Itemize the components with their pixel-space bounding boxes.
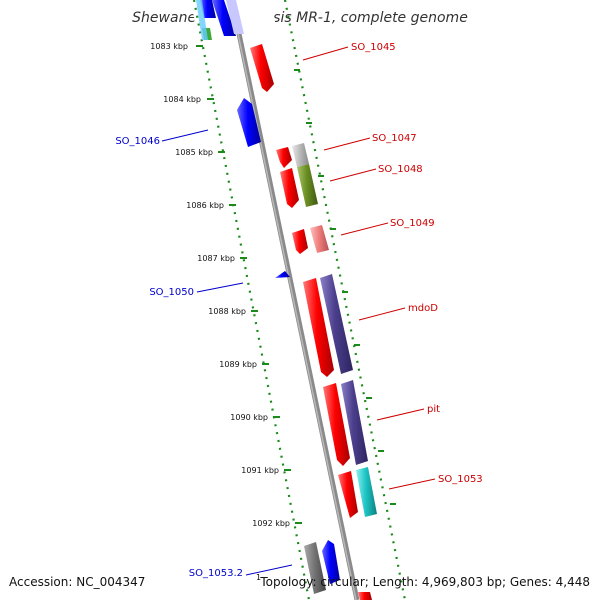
backbone-highlight (230, 0, 357, 600)
tick-marks (196, 45, 302, 524)
gene-pit[interactable] (323, 383, 350, 466)
gene-SO-1048[interactable] (280, 168, 299, 208)
leader-SO-1046 (161, 129, 209, 142)
tick-label: 1091 kbp (241, 466, 279, 475)
tick-label: 1089 kbp (219, 360, 257, 369)
tick-label: 1085 kbp (175, 148, 213, 157)
gene-SO-1053-2[interactable] (322, 540, 340, 584)
gene-label[interactable]: SO_1053 (438, 474, 483, 485)
gene-SO-1050[interactable] (275, 271, 290, 278)
map-title: Shewanella oneidensis MR-1, complete gen… (132, 10, 468, 26)
track-band (190, 0, 410, 600)
gene-SO-1046[interactable] (237, 98, 261, 147)
tick-labels: 1083 kbp 1084 kbp 1085 kbp 1086 kbp 1087… (150, 42, 290, 528)
accession-text: Accession: NC_004347 (9, 575, 146, 589)
leader-pit (376, 408, 425, 421)
feature-dark-1053-2 (304, 542, 326, 594)
gene-label[interactable]: SO_1046 (115, 136, 160, 147)
leader-mdoD (358, 307, 406, 321)
leader-SO-1047 (323, 137, 371, 151)
gene-label[interactable]: SO_1045 (351, 42, 396, 53)
leader-SO-1050 (196, 282, 244, 293)
leader-SO-1049 (340, 222, 389, 236)
gene-label[interactable]: mdoD (408, 303, 438, 314)
leader-SO-1048 (329, 168, 377, 182)
tick-label: 1084 kbp (163, 95, 201, 104)
gc-ring-inner (283, 0, 407, 600)
leader-SO-1045 (302, 46, 349, 61)
gene-mdoD[interactable] (303, 278, 334, 377)
gene-SO-1047[interactable] (276, 147, 292, 168)
gene-SO-1053[interactable] (338, 471, 358, 518)
leader-SO-1053 (388, 478, 436, 490)
tick-label: 1086 kbp (186, 201, 224, 210)
backbone (229, 0, 360, 600)
gene-label[interactable]: SO_1048 (378, 164, 423, 175)
inner-tick-marks (294, 69, 396, 505)
tick-label: 1090 kbp (230, 413, 268, 422)
gene-labels: SO_1045 SO_1046 SO_1047 SO_1048 SO_1049 … (115, 42, 482, 579)
top-cds-blue (212, 0, 236, 36)
feature-purple-pit (341, 380, 368, 465)
feature-gray-1047 (292, 143, 309, 167)
top-feature-lavender (226, 0, 244, 34)
tick-label: 1087 kbp (197, 254, 235, 263)
tick-label: 1083 kbp (150, 42, 188, 51)
gene-SO-1049[interactable] (292, 229, 308, 254)
gene-label[interactable]: SO_1050 (149, 287, 194, 298)
feature-olive-1048 (297, 164, 318, 207)
topology-text: Topology: circular; Length: 4,969,803 bp… (260, 575, 590, 589)
leader-lines (161, 46, 436, 576)
gene-label[interactable]: SO_1047 (372, 133, 417, 144)
start-marker: 1 (256, 573, 261, 582)
feature-pink-1049 (310, 225, 329, 253)
feature-cyan-1053 (356, 467, 377, 517)
top-feature-cyan (196, 0, 208, 40)
gc-ring-outer (192, 0, 311, 600)
gene-bottom-partial (358, 592, 372, 600)
tick-label: 1092 kbp (252, 519, 290, 528)
gene-SO-1045[interactable] (250, 44, 274, 92)
gene-label[interactable]: pit (427, 404, 440, 415)
leader-SO-1053-2 (245, 564, 293, 576)
feature-purple-mdoD (320, 274, 353, 374)
tick-label: 1088 kbp (208, 307, 246, 316)
gene-label[interactable]: SO_1049 (390, 218, 435, 229)
gene-label[interactable]: SO_1053.2 (189, 568, 243, 579)
